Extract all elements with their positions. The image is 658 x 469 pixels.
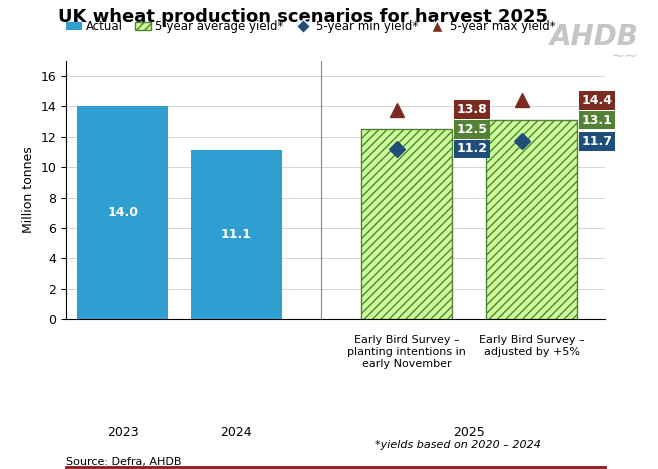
Text: AHDB: AHDB <box>549 23 638 52</box>
Text: 14.0: 14.0 <box>107 206 138 219</box>
Text: Early Bird Survey –
adjusted by +5%: Early Bird Survey – adjusted by +5% <box>479 335 584 357</box>
Text: 13.8: 13.8 <box>457 103 488 116</box>
Text: 12.5: 12.5 <box>457 123 488 136</box>
Text: Source: Defra, AHDB: Source: Defra, AHDB <box>66 457 182 467</box>
Text: 14.4: 14.4 <box>582 94 613 107</box>
Bar <box>361 129 452 319</box>
Text: 2025: 2025 <box>453 425 485 439</box>
Text: 11.7: 11.7 <box>582 135 613 148</box>
Title: UK wheat production scenarios for harvest 2025: UK wheat production scenarios for harves… <box>58 8 548 26</box>
Text: 13.1: 13.1 <box>582 113 613 127</box>
Text: Early Bird Survey –
planting intentions in
early November: Early Bird Survey – planting intentions … <box>347 335 466 369</box>
Bar <box>486 120 577 319</box>
Text: *yields based on 2020 – 2024: *yields based on 2020 – 2024 <box>375 440 541 450</box>
Text: 2024: 2024 <box>220 425 252 439</box>
Bar <box>77 106 168 319</box>
Text: 11.1: 11.1 <box>220 228 252 241</box>
Text: ∼∼: ∼∼ <box>611 47 638 65</box>
Y-axis label: Million tonnes: Million tonnes <box>22 147 35 233</box>
Legend: Actual, 5-year average yield*, 5-year min yield*, 5-year max yield*: Actual, 5-year average yield*, 5-year mi… <box>66 21 555 33</box>
Bar <box>191 151 282 319</box>
Text: 11.2: 11.2 <box>457 143 488 156</box>
Text: 2023: 2023 <box>107 425 138 439</box>
